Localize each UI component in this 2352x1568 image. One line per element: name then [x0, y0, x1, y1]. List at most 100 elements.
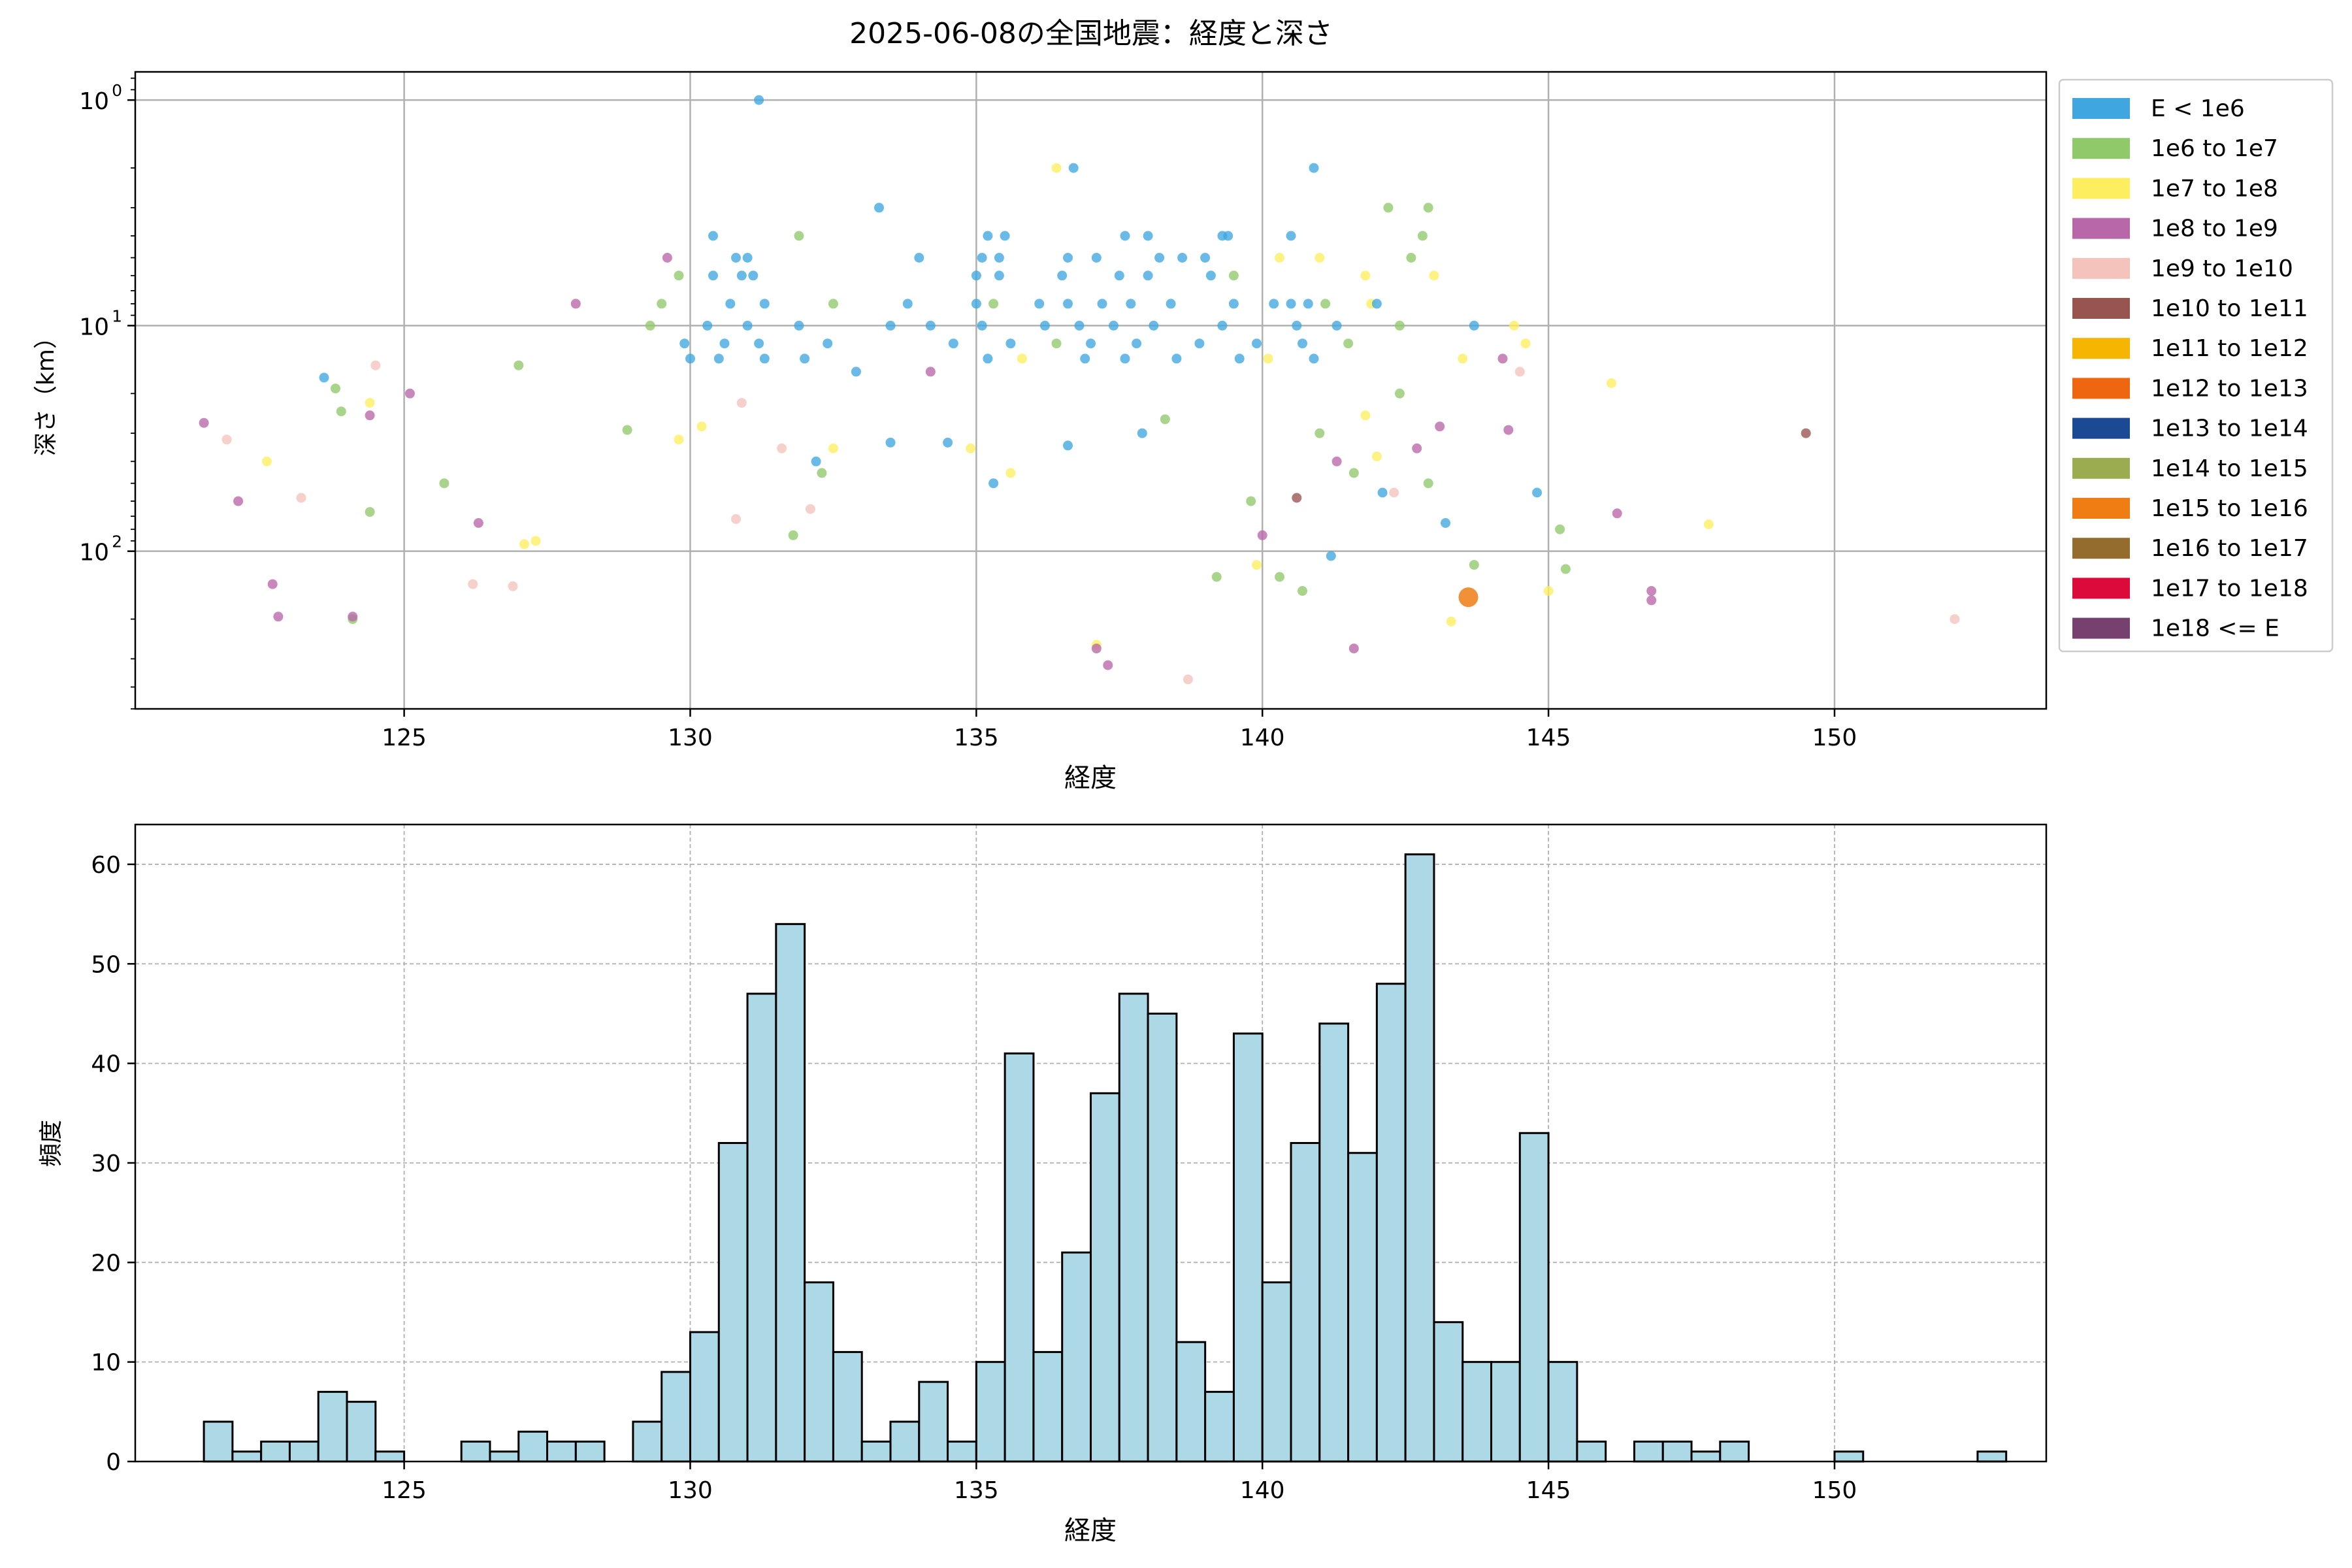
scatter-point — [1509, 320, 1520, 331]
scatter-point — [971, 299, 981, 309]
scatter-point — [1275, 572, 1284, 582]
histogram-frame — [134, 823, 2048, 1463]
histogram-bar — [1261, 1281, 1292, 1463]
histogram-bar — [1147, 1012, 1178, 1463]
scatter-point — [1275, 253, 1284, 263]
scatter-point — [1394, 320, 1405, 331]
histogram-bar — [1375, 983, 1407, 1463]
histogram-bar — [832, 1350, 863, 1463]
scatter-point — [1394, 388, 1405, 399]
legend-swatch — [2072, 538, 2130, 559]
legend-swatch — [2072, 138, 2130, 159]
scatter-point — [1269, 299, 1279, 309]
scatter-point — [696, 421, 707, 432]
scatter-point — [199, 417, 209, 428]
scatter-point — [1200, 253, 1211, 263]
histogram-bar — [632, 1420, 663, 1463]
scatter-x-axis-label: 経度 — [1064, 763, 1117, 793]
scatter-point — [977, 320, 987, 331]
legend-label: 1e12 to 1e13 — [2151, 375, 2308, 402]
scatter-point — [988, 299, 999, 309]
scatter-point — [885, 437, 896, 448]
histogram-bar — [1633, 1441, 1664, 1463]
scatter-point — [874, 203, 884, 213]
scatter-point — [1057, 270, 1068, 281]
scatter-point — [1298, 586, 1307, 596]
scatter-point — [570, 299, 581, 309]
scatter-point — [1389, 487, 1399, 498]
scatter-point — [319, 372, 329, 383]
scatter-point — [1246, 496, 1256, 506]
scatter-point — [1360, 270, 1371, 281]
scatter-point — [1503, 425, 1514, 435]
scatter-point — [1646, 595, 1657, 606]
legend-label: 1e10 to 1e11 — [2151, 295, 2308, 322]
histogram-y-axis-label: 頻度 — [38, 1120, 65, 1167]
histogram-bar — [288, 1441, 319, 1463]
scatter-point — [1950, 614, 1960, 625]
scatter-point — [754, 338, 764, 349]
scatter-point — [1166, 299, 1176, 309]
scatter-point — [1051, 338, 1062, 349]
scatter-point — [736, 398, 747, 408]
scatter-point — [370, 360, 381, 370]
scatter-point — [1286, 231, 1296, 241]
histogram-bar — [1433, 1321, 1464, 1463]
scatter-point — [754, 95, 764, 105]
scatter-point — [1068, 163, 1079, 173]
histogram-bar — [1232, 1032, 1264, 1463]
histogram-bar — [947, 1441, 977, 1463]
histogram-bar — [1061, 1251, 1092, 1463]
scatter-point — [736, 270, 747, 281]
histogram-bar — [918, 1380, 949, 1463]
scatter-point — [1286, 299, 1296, 309]
scatter-point — [731, 253, 741, 263]
scatter-point — [1435, 421, 1445, 432]
legend-swatch — [2072, 178, 2130, 199]
scatter-point — [805, 504, 815, 514]
histogram-bar — [1118, 992, 1149, 1463]
scatter-point — [473, 518, 483, 528]
histogram-bar — [517, 1430, 549, 1463]
scatter-point — [800, 353, 810, 364]
scatter-point — [1034, 299, 1045, 309]
histogram-bar — [746, 992, 777, 1463]
scatter-point — [1383, 203, 1394, 213]
scatter-point — [674, 270, 684, 281]
scatter-point — [1132, 338, 1142, 349]
scatter-point — [622, 425, 632, 435]
histogram-bar — [804, 1281, 834, 1463]
histogram-bar — [1290, 1142, 1321, 1463]
scatter-point — [1555, 524, 1565, 534]
histogram-x-tick-label: 130 — [668, 1477, 713, 1504]
scatter-point — [971, 270, 981, 281]
scatter-point — [1543, 586, 1554, 596]
legend-swatch — [2072, 617, 2130, 639]
scatter-point — [943, 437, 953, 448]
histogram-x-tick-label: 125 — [382, 1477, 427, 1504]
scatter-y-tick-exponent: 0 — [112, 81, 122, 100]
legend-label: 1e11 to 1e12 — [2151, 335, 2308, 362]
scatter-point — [902, 299, 913, 309]
histogram-bar — [546, 1441, 577, 1463]
scatter-y-axis-label: 深さ（km） — [33, 325, 59, 456]
histogram-y-tick-label: 30 — [91, 1151, 121, 1177]
scatter-point — [1039, 320, 1050, 331]
histogram-y-tick-label: 60 — [91, 852, 121, 879]
histogram-bar — [889, 1420, 921, 1463]
scatter-point — [983, 353, 993, 364]
scatter-point — [708, 231, 718, 241]
scatter-point — [1446, 616, 1456, 627]
scatter-point — [1458, 353, 1468, 364]
scatter-point — [331, 384, 340, 394]
scatter-point — [1331, 456, 1342, 466]
scatter-point — [1469, 320, 1479, 331]
scatter-point — [1320, 299, 1331, 309]
legend-swatch — [2072, 257, 2130, 279]
histogram-bars — [203, 853, 2008, 1463]
scatter-point — [1063, 299, 1073, 309]
histogram-y-tick-label: 40 — [91, 1051, 121, 1078]
scatter-point — [1497, 353, 1508, 364]
histogram-bar — [717, 1142, 749, 1463]
